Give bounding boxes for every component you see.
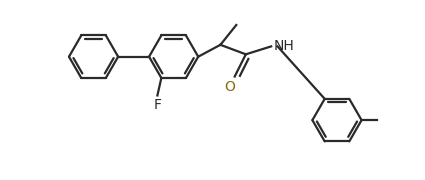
Text: O: O xyxy=(224,80,235,94)
Text: NH: NH xyxy=(273,39,294,53)
Text: F: F xyxy=(153,98,162,112)
